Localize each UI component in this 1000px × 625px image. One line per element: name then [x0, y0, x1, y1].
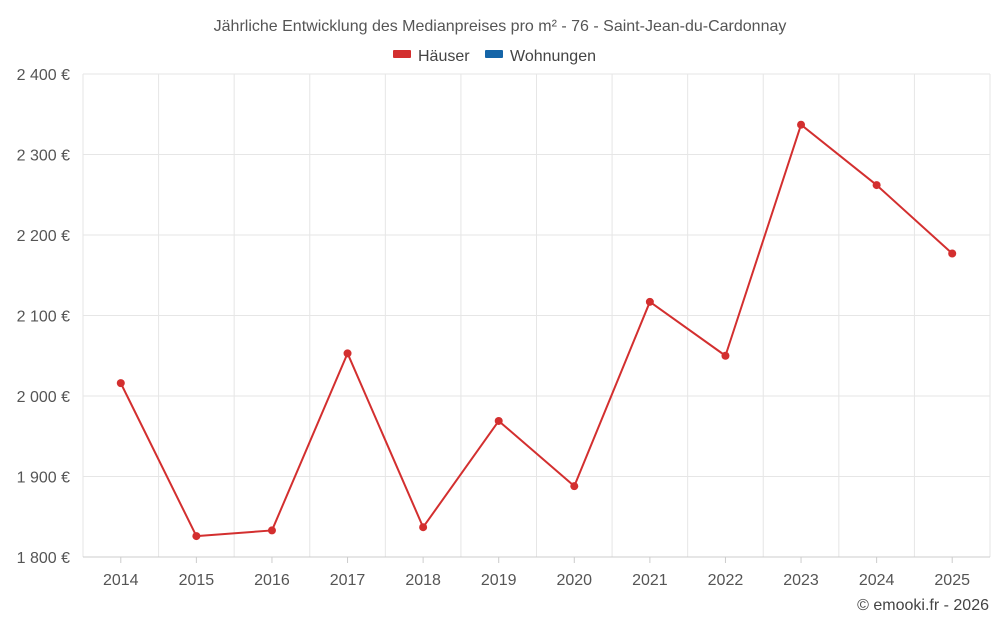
- x-tick-label: 2025: [934, 572, 970, 589]
- data-point-haeuser-2025[interactable]: [948, 249, 957, 258]
- x-tick-label: 2022: [708, 572, 744, 589]
- x-tick-label: 2018: [405, 572, 441, 589]
- series-haeuser: [116, 120, 957, 541]
- y-tick-label: 2 300 €: [17, 148, 70, 165]
- data-point-haeuser-2024[interactable]: [872, 181, 881, 190]
- data-point-haeuser-2023[interactable]: [797, 120, 806, 129]
- x-tick-label: 2017: [330, 572, 366, 589]
- x-tick-label: 2023: [783, 572, 819, 589]
- x-tick-label: 2016: [254, 572, 290, 589]
- y-tick-label: 1 900 €: [17, 470, 70, 487]
- data-point-haeuser-2017[interactable]: [343, 349, 352, 358]
- y-tick-label: 2 000 €: [17, 389, 70, 406]
- y-tick-label: 2 100 €: [17, 309, 70, 326]
- y-tick-label: 2 400 €: [17, 67, 70, 84]
- data-point-haeuser-2020[interactable]: [570, 482, 579, 491]
- y-tick-label: 1 800 €: [17, 550, 70, 567]
- data-point-haeuser-2018[interactable]: [419, 523, 428, 532]
- legend-item-haeuser[interactable]: Häuser: [393, 48, 470, 65]
- x-tick-label: 2020: [556, 572, 592, 589]
- x-tick-label: 2015: [179, 572, 215, 589]
- x-tick-label: 2021: [632, 572, 668, 589]
- series-line-haeuser: [119, 123, 953, 538]
- legend-swatch-haeuser: [393, 50, 411, 58]
- x-tick-label: 2019: [481, 572, 517, 589]
- x-tick-label: 2024: [859, 572, 895, 589]
- y-tick-label: 2 200 €: [17, 228, 70, 245]
- legend-label-wohnungen: Wohnungen: [510, 48, 596, 65]
- chart-title: Jährliche Entwicklung des Medianpreises …: [214, 18, 787, 35]
- x-axis-ticks: 2014 2015 2016 2017 2018 2019 2020 2021 2022 2023…: [103, 557, 970, 589]
- data-point-haeuser-2021[interactable]: [645, 297, 654, 306]
- legend-item-wohnungen[interactable]: Wohnungen: [485, 48, 596, 65]
- legend-swatch-wohnungen: [485, 50, 503, 58]
- legend: Häuser Wohnungen: [393, 48, 596, 65]
- y-axis-ticks: 1 800 € 1 900 € 2 000 € 2 100 € 2 200 € 2 300…: [17, 67, 70, 567]
- grid: [82, 73, 991, 558]
- data-point-haeuser-2019[interactable]: [494, 416, 503, 425]
- credit-text: © emooki.fr - 2026: [857, 597, 989, 614]
- x-tick-label: 2014: [103, 572, 139, 589]
- legend-label-haeuser: Häuser: [418, 48, 470, 65]
- data-point-haeuser-2014[interactable]: [116, 379, 125, 388]
- data-point-haeuser-2016[interactable]: [267, 526, 276, 535]
- data-point-haeuser-2022[interactable]: [721, 351, 730, 360]
- data-point-haeuser-2015[interactable]: [192, 532, 201, 541]
